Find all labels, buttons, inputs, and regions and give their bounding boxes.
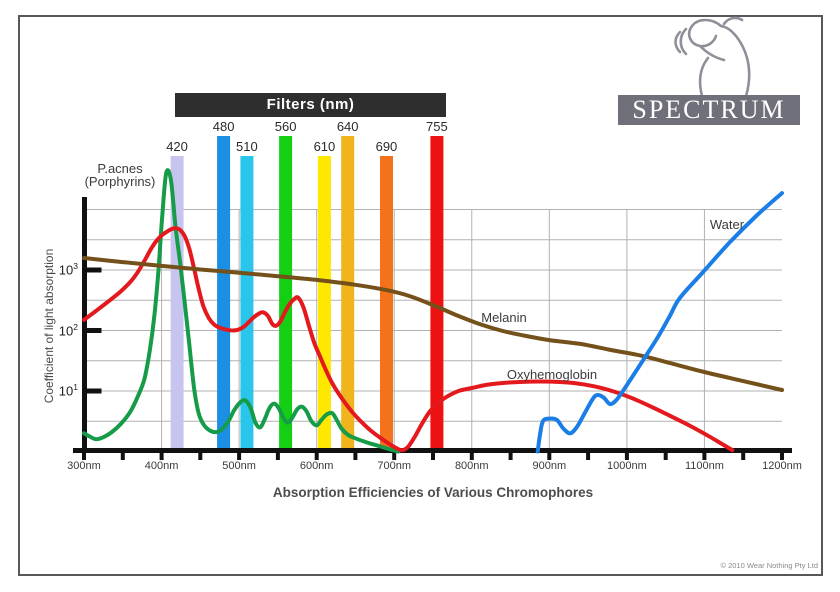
filter-bar-480 [217,136,231,448]
x-axis-tick [392,453,397,460]
filter-bar-510 [240,156,254,448]
y-axis-tick [84,267,102,273]
curve-p-acnes-porphyrins [82,168,401,454]
x-axis-tick [508,453,513,460]
page-frame [18,15,823,576]
y-axis-tick [84,388,102,394]
x-axis-tick [431,453,435,460]
x-axis-tick [547,453,552,460]
x-axis-tick [314,453,319,460]
curve-melanin [82,256,784,392]
x-axis-tick [159,453,164,460]
x-axis-tick [586,453,591,460]
x-axis-tick [275,453,280,460]
x-axis-tick [663,453,668,460]
x-axis-tick [469,453,474,460]
filter-bar-690 [380,156,393,448]
x-axis-tick [120,453,125,460]
curve-oxyhemoglobin [82,226,735,453]
x-axis-line [73,448,792,453]
filter-bar-560 [279,136,293,448]
x-axis-tick [198,453,203,460]
x-axis-tick [82,453,86,460]
curve-water [535,191,784,454]
filter-bar-640 [341,136,355,448]
filter-bar-755 [430,136,444,448]
x-axis-tick [702,453,707,460]
x-axis-tick [624,453,629,460]
x-axis-tick [741,453,746,460]
x-axis-tick [237,453,242,460]
x-axis-tick [353,453,358,460]
filter-bar-610 [317,156,331,448]
y-axis-line [82,197,87,453]
y-axis-tick [84,328,102,333]
x-axis-tick [780,453,784,460]
